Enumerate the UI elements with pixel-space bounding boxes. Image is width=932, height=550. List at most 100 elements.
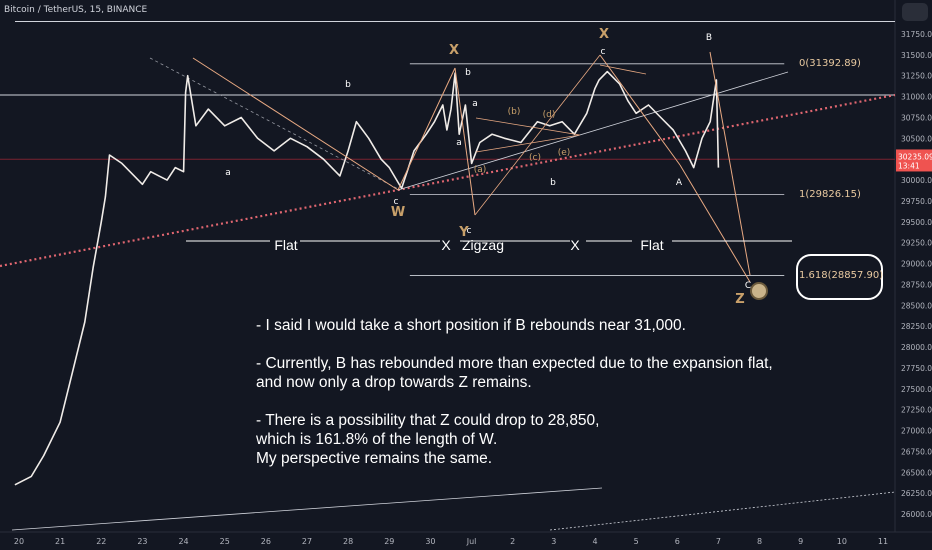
- wave-minor-label: c: [467, 226, 472, 236]
- y-tick-label: 29250.00: [901, 239, 932, 248]
- lower-channel-line: [549, 491, 896, 531]
- x-tick-label: 22: [96, 537, 106, 546]
- y-tick-label: 26750.00: [901, 447, 932, 456]
- sub-wave-label: (d): [543, 110, 556, 120]
- wave-minor-label: B: [706, 33, 712, 43]
- sub-wave-label: (a): [474, 165, 487, 175]
- wave-degree-label: X: [599, 27, 609, 42]
- note-line: - Currently, B has rebounded more than e…: [256, 355, 773, 372]
- upper-dashed-line: [149, 57, 401, 191]
- y-tick-label: 30000.00: [901, 176, 932, 185]
- wave-minor-label: b: [465, 68, 471, 78]
- y-tick-label: 29500.00: [901, 218, 932, 227]
- x-tick-label: 29: [384, 537, 394, 546]
- wave-c-line: [679, 164, 751, 283]
- fib-label-1: 1(29826.15): [799, 189, 861, 200]
- pattern-type-label: X: [570, 237, 580, 253]
- x-tick-label: 27: [302, 537, 312, 546]
- wave-annotations: [192, 51, 751, 283]
- note-block: - I said I would take a short position i…: [256, 316, 773, 335]
- y-tick-label: 31000.00: [901, 93, 932, 102]
- wave-degree-label: Y: [458, 225, 469, 240]
- wave-minor-label: a: [225, 168, 231, 178]
- x-tick-label: 20: [14, 537, 24, 546]
- y-tick-label: 27250.00: [901, 406, 932, 415]
- x-tick-label: 23: [137, 537, 147, 546]
- x-tick-label: 5: [634, 537, 639, 546]
- wave-y-line: [454, 67, 476, 216]
- x-tick-label: 30: [425, 537, 435, 546]
- analysis-notes: - I said I would take a short position i…: [256, 316, 773, 487]
- current-price-tag: [896, 149, 932, 172]
- wave-degree-label: X: [449, 43, 459, 58]
- note-block: - Currently, B has rebounded more than e…: [256, 354, 773, 392]
- x-tick-label: 8: [757, 537, 762, 546]
- note-line: - I said I would take a short position i…: [256, 317, 686, 334]
- rising-trendline: [0, 93, 896, 268]
- x-tick-label: Jul: [466, 537, 477, 546]
- x-tick-label: 11: [878, 537, 888, 546]
- pattern-type-label: Zigzag: [462, 237, 504, 253]
- y-tick-label: 30500.00: [901, 134, 932, 143]
- y-tick-label: 30750.00: [901, 113, 932, 122]
- y-tick-label: 28000.00: [901, 343, 932, 352]
- pattern-type-label: Flat: [274, 237, 297, 253]
- note-line: - There is a possibility that Z could dr…: [256, 412, 600, 429]
- sub-wave-label: (b): [508, 107, 521, 117]
- symbol-title: Bitcoin / TetherUS, 15, BINANCE: [4, 5, 148, 15]
- target-marker: [750, 282, 768, 300]
- pattern-type-label: Flat: [640, 237, 663, 253]
- wave-x-line: [397, 67, 456, 191]
- wave-minor-label: a: [472, 99, 478, 109]
- x-tick-label: 3: [551, 537, 556, 546]
- wave-c-projection-line: [709, 51, 751, 276]
- upper-channel-line: [397, 71, 789, 191]
- y-tick-label: 26250.00: [901, 489, 932, 498]
- y-axis: 26000.00 26250.00 26500.00 26750.00 27000.00…: [901, 30, 932, 519]
- note-block: - There is a possibility that Z could dr…: [256, 411, 773, 468]
- triangle-bottom-line: [475, 134, 581, 153]
- x-tick-label: 9: [798, 537, 803, 546]
- x-tick-label: 10: [837, 537, 847, 546]
- wave-x2-line: [474, 54, 601, 216]
- y-tick-label: 31500.00: [901, 51, 932, 60]
- wave-b-decline-line: [599, 54, 681, 166]
- wave-minor-label: a: [456, 138, 462, 148]
- y-tick-label: 28250.00: [901, 322, 932, 331]
- y-tick-label: 31250.00: [901, 72, 932, 81]
- price-series-line: [14, 70, 720, 486]
- fib-label-0: 0(31392.89): [799, 58, 861, 69]
- y-tick-label: 28500.00: [901, 301, 932, 310]
- bar-countdown: 13:41: [898, 161, 920, 170]
- chart-settings-button[interactable]: [902, 3, 928, 21]
- wave-minor-label: C: [745, 281, 751, 291]
- x-tick-label: 24: [178, 537, 188, 546]
- wave-minor-label: b: [345, 80, 351, 90]
- note-line: and now only a drop towards Z remains.: [256, 374, 532, 391]
- x-tick-label: 7: [716, 537, 721, 546]
- y-tick-label: 31750.00: [901, 30, 932, 39]
- note-line: My perspective remains the same.: [256, 450, 493, 467]
- lower-trendline: [11, 487, 603, 531]
- wave-minor-label: A: [676, 178, 683, 188]
- x-tick-label: 25: [220, 537, 230, 546]
- triangle-upper-line: [599, 64, 647, 75]
- x-tick-label: 28: [343, 537, 353, 546]
- x-tick-label: 26: [261, 537, 271, 546]
- y-tick-label: 27000.00: [901, 427, 932, 436]
- current-price-value: 30235.09: [898, 152, 932, 161]
- triangle-top-line: [475, 117, 581, 136]
- y-tick-label: 26000.00: [901, 510, 932, 519]
- x-tick-label: 21: [55, 537, 65, 546]
- wave-degree-label: W: [391, 205, 405, 220]
- y-tick-label: 29000.00: [901, 260, 932, 269]
- wave-minor-label: c: [394, 197, 399, 207]
- wave-w-line: [192, 57, 399, 191]
- sub-wave-label: (e): [558, 148, 571, 158]
- x-tick-label: 2: [510, 537, 515, 546]
- pattern-type-label: X: [441, 237, 451, 253]
- wave-minor-label: c: [601, 47, 606, 57]
- wave-minor-label: b: [550, 178, 556, 188]
- x-tick-label: 4: [592, 537, 597, 546]
